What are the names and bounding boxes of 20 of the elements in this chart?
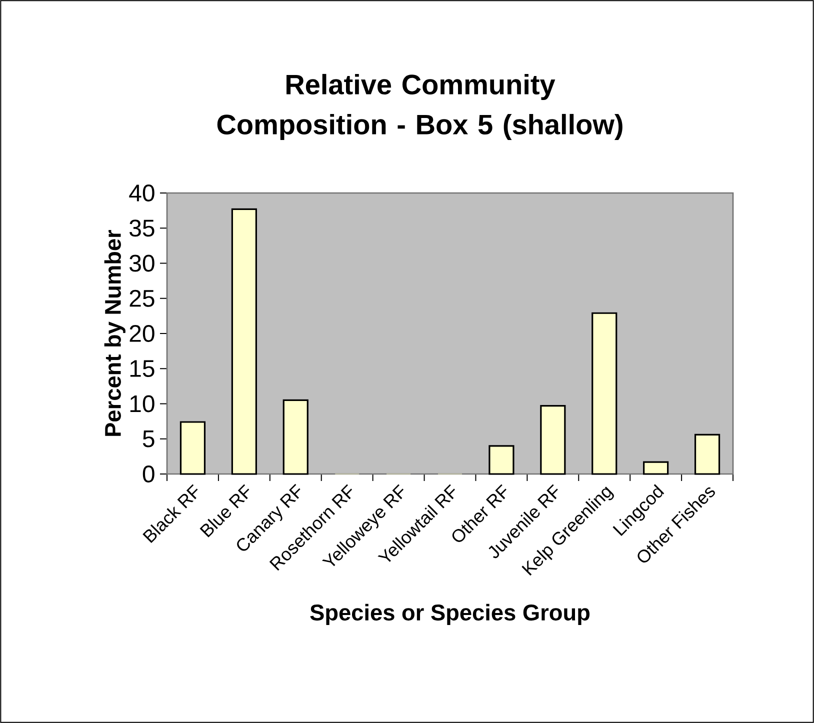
y-tick-label: 20 <box>130 324 154 342</box>
x-axis-title: Species or Species Group <box>310 604 590 626</box>
bar <box>540 405 566 475</box>
y-tick-label: 10 <box>130 395 154 412</box>
y-tick-label: 30 <box>130 254 154 272</box>
y-tick-label: 0 <box>142 465 154 482</box>
bar <box>694 434 720 475</box>
bar <box>231 208 257 475</box>
y-tick-label: 25 <box>130 290 154 307</box>
y-tick-label: 40 <box>129 184 154 202</box>
bar <box>488 445 514 475</box>
bar <box>592 312 618 475</box>
bar <box>282 399 308 475</box>
chart-title: Relative Community Composition - Box 5 (shallow) <box>217 74 622 140</box>
y-axis-title: Percent by Number <box>104 230 126 436</box>
y-tick-label: 35 <box>130 220 154 237</box>
bar <box>643 461 669 475</box>
y-tick-label: 15 <box>130 360 154 377</box>
y-tick-label: 5 <box>142 430 154 448</box>
bar <box>180 421 206 475</box>
